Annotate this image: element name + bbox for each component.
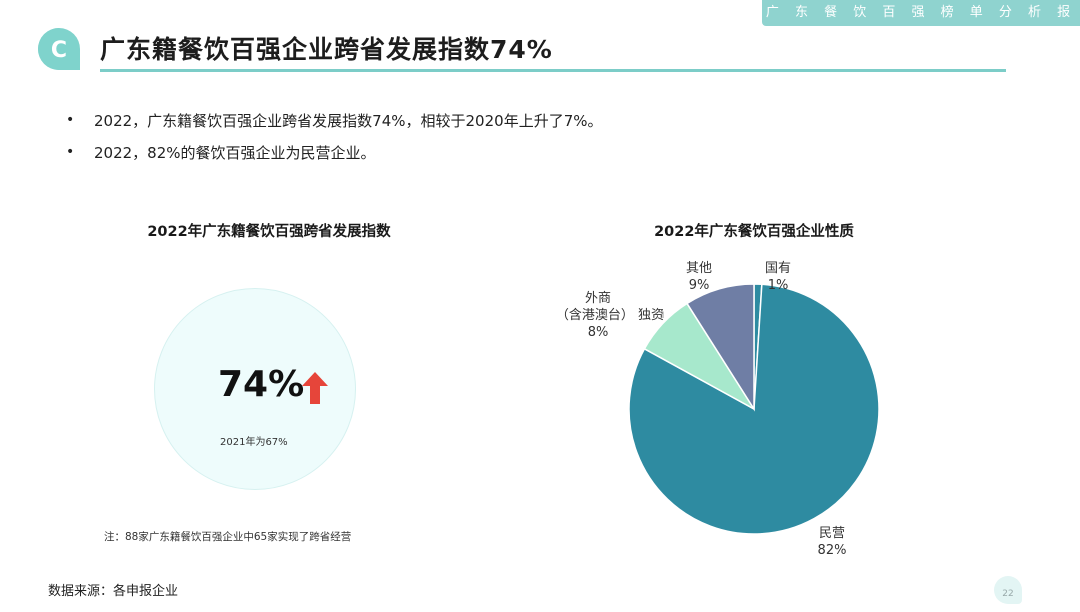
logo-letter: C bbox=[51, 38, 67, 63]
pie-label-guoyou-0: 国有 bbox=[765, 261, 791, 276]
bullet-list: • 2022，广东籍餐饮百强企业跨省发展指数74%，相较于2020年上升了7%。… bbox=[66, 104, 603, 168]
title-divider bbox=[100, 69, 1006, 72]
pie-label-waishang-c-0: 8% bbox=[588, 325, 609, 340]
pie-label-waishang-b-0: （含港澳台） 独资 bbox=[556, 307, 664, 323]
logo-icon: C bbox=[38, 28, 80, 70]
index-chart-title: 2022年广东籍餐饮百强跨省发展指数 bbox=[147, 224, 391, 240]
bullet-dot: • bbox=[66, 144, 75, 160]
pie-label-minying-1: 82% bbox=[818, 543, 847, 558]
footnote: 注：88家广东籍餐饮百强企业中65家实现了跨省经营 bbox=[104, 531, 352, 543]
bullet-dot: • bbox=[66, 112, 75, 128]
bullet-text: 2022，82%的餐饮百强企业为民营企业。 bbox=[94, 143, 376, 162]
pie-label-minying-0: 民营 bbox=[819, 526, 845, 541]
up-arrow-icon bbox=[302, 372, 328, 404]
pie-label-qita-0: 其他 bbox=[686, 261, 712, 276]
index-circle bbox=[154, 288, 356, 490]
bullet-text: 2022，广东籍餐饮百强企业跨省发展指数74%，相较于2020年上升了7%。 bbox=[94, 111, 603, 130]
bullet-item: • 2022，广东籍餐饮百强企业跨省发展指数74%，相较于2020年上升了7%。 bbox=[66, 104, 603, 136]
data-source: 数据来源：各申报企业 bbox=[48, 584, 179, 599]
pie-chart: 民营 82% 国有 1% 其他 9% 外商（含港澳台） 独资 8% bbox=[556, 261, 880, 558]
page-number: 22 bbox=[994, 576, 1022, 604]
pie-label-waishang-a-0: 外商 bbox=[585, 291, 611, 306]
page-title: 广东籍餐饮百强企业跨省发展指数74% bbox=[100, 35, 553, 64]
index-value: 74% bbox=[218, 364, 305, 405]
bullet-item: • 2022，82%的餐饮百强企业为民营企业。 bbox=[66, 136, 603, 168]
pie-label-qita-1: 9% bbox=[689, 278, 710, 293]
pie-label-guoyou-1: 1% bbox=[768, 278, 789, 293]
index-note: 2021年为67% bbox=[220, 437, 288, 448]
report-tag: 广 东 餐 饮 百 强 榜 单 分 析 报 告 bbox=[762, 0, 1080, 46]
pie-chart-title: 2022年广东餐饮百强企业性质 bbox=[654, 224, 854, 240]
pie-leader-line bbox=[658, 311, 664, 318]
pie-slice-2 bbox=[685, 283, 755, 412]
